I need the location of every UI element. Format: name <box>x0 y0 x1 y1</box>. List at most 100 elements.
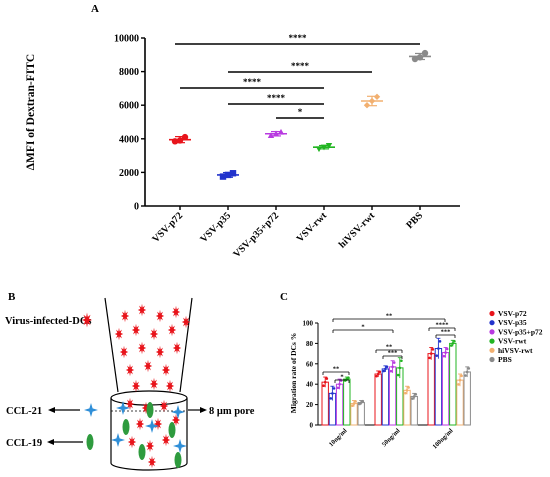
infected-dc-cell <box>171 305 181 319</box>
chart-c-point <box>431 348 435 351</box>
chart-a-ytick-label: 0 <box>134 202 139 213</box>
chart-c-point <box>382 369 386 373</box>
pore-label: 8 μm pore <box>209 406 255 417</box>
infected-dc-cell <box>131 323 141 337</box>
chart-c-point <box>352 402 356 405</box>
chart-a-point <box>229 170 237 177</box>
chart-c-point <box>457 383 460 386</box>
chart-c-point <box>444 351 447 354</box>
infected-dc-cell <box>159 399 169 413</box>
infected-dc-cell <box>135 417 145 431</box>
chart-c-bar <box>456 379 464 426</box>
chart-c-point <box>414 392 418 396</box>
chart-a-xtick-label: PBS <box>404 210 425 231</box>
chart-c-legend-label: VSV-p35 <box>498 318 527 327</box>
chart-a-ytick-label: 4000 <box>119 134 139 145</box>
chart-c-legend-marker <box>489 329 495 335</box>
chart-c-point <box>378 370 382 374</box>
chart-c-xtick-label: 10ng/ml <box>328 427 349 448</box>
infected-dc-cell <box>119 345 129 359</box>
chart-a-point <box>219 173 227 180</box>
chart-c-xtick-label: 100ng/ml <box>432 427 455 450</box>
chart-a-ytick-label: 6000 <box>119 101 139 112</box>
ccl19-ellipse-icon <box>174 452 182 468</box>
infected-dc-cell <box>125 363 135 377</box>
transwell-schematic: Virus-infected-DCs CCL-21 CCL-19 8 μm po… <box>5 297 255 471</box>
chart-c-point <box>453 339 456 343</box>
chart-c-point <box>407 386 410 389</box>
chart-c-bar <box>321 381 329 426</box>
chart-c-point <box>323 380 327 384</box>
infected-dc-cell <box>127 435 137 449</box>
chart-a-point <box>315 146 323 153</box>
chart-c-point <box>460 374 463 378</box>
chart-c-point <box>451 342 455 345</box>
infected-dc-cell <box>149 377 159 391</box>
chart-c-sig-label: * <box>361 324 364 331</box>
chart-c-legend-marker <box>489 338 495 344</box>
infected-dc-cell <box>137 303 147 317</box>
chart-c-bar <box>374 373 382 426</box>
ccl19-ellipse-icon <box>122 419 130 435</box>
chart-c-ytick-label: 0 <box>310 422 314 430</box>
chart-c-point <box>331 392 334 395</box>
infected-dc-cell <box>149 327 159 341</box>
chart-c-point <box>428 356 431 360</box>
chart-c-legend-label: hiVSV-rwt <box>498 346 533 355</box>
chart-a-point <box>421 49 429 57</box>
chart-c-legend-marker <box>489 320 495 326</box>
chart-a-point <box>325 142 333 149</box>
chart-c-sig-label: *** <box>388 350 398 357</box>
chart-a-sig-label: **** <box>267 93 286 103</box>
chart-c-point <box>411 397 414 400</box>
ccl21-arrowhead <box>48 407 55 413</box>
chart-a-ytick-label: 2000 <box>119 168 139 179</box>
chart-c-bar <box>388 366 397 426</box>
ccl21-star-icon <box>171 405 185 419</box>
chart-c-legend-label: PBS <box>498 355 512 364</box>
chart-c-point <box>398 366 402 370</box>
chart-c-point <box>376 372 380 376</box>
ccl21-star-icon <box>173 439 187 453</box>
chart-a-xtick-label: VSV-p35+p72 <box>231 210 281 260</box>
chart-c-ytick-label: 100 <box>303 320 314 328</box>
chart-c-point <box>442 354 446 358</box>
chart-c-ylabel: Migration rate of DCs % <box>289 333 298 413</box>
chart-c-point <box>465 370 469 374</box>
chart-c-point <box>384 367 387 371</box>
chart-c-point <box>389 369 393 373</box>
chart-a-xtick-label: VSV-rwt <box>295 210 330 245</box>
well-bottom <box>110 462 188 471</box>
transwell-left-wall <box>104 297 119 393</box>
chart-c-point <box>392 361 396 364</box>
chart-c: Migration rate of DCs % 0 20 40 60 80 100 10ng… <box>289 309 543 451</box>
chart-c-point <box>464 374 467 377</box>
chart-c-legend-marker <box>489 310 495 317</box>
chart-c-point <box>435 354 439 357</box>
chart-c-legend-label: VSV-p35+p72 <box>498 327 543 336</box>
chart-a-point <box>272 130 280 137</box>
chart-c-ytick-label: 20 <box>306 401 314 409</box>
chart-c-point <box>396 373 400 377</box>
infected-dc-cell <box>181 315 191 329</box>
chart-c-ytick-label: 80 <box>306 340 314 348</box>
chart-c-bar <box>434 348 443 426</box>
chart-c-bar <box>463 371 471 426</box>
chart-c-bar <box>381 368 390 426</box>
ccl21-star-icon <box>145 419 159 433</box>
ccl19-ellipse-icon <box>146 402 154 418</box>
chart-a-sig-label: **** <box>289 33 308 43</box>
chart-c-sig-label: **** <box>436 322 449 329</box>
chart-a-point <box>267 132 275 138</box>
chart-c-legend-marker <box>489 356 495 363</box>
chart-a-sig-label: **** <box>291 61 310 71</box>
chart-a-point <box>224 171 232 179</box>
infected-dc-cell <box>82 312 92 328</box>
infected-dc-cell <box>143 359 153 373</box>
ccl19-label: CCL-19 <box>6 438 42 449</box>
chart-c-point <box>322 384 325 388</box>
chart-a: ΔMFI of Dextran-FITC 0 2000 4000 6000 8000 10… <box>25 33 460 260</box>
chart-c-point <box>412 395 416 398</box>
chart-c-sig-label: ** <box>386 344 393 351</box>
